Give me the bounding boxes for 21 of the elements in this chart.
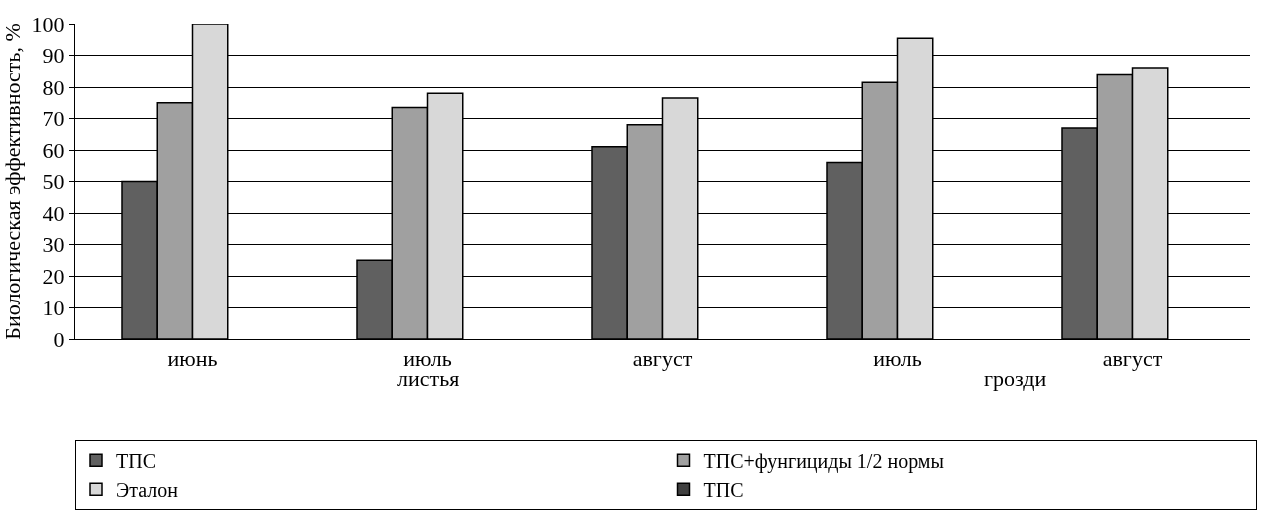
text: грозди — [984, 366, 1047, 391]
legend-label: ТПС — [703, 479, 744, 502]
y-tick-label: 90 — [42, 43, 65, 69]
y-tick-label: 20 — [42, 263, 65, 289]
y-tick-label: 0 — [53, 326, 65, 352]
y-tick-label: 10 — [42, 295, 65, 321]
y-tick-label: 80 — [42, 74, 65, 100]
x-tick-label: август — [632, 346, 693, 372]
x-tick-label: август — [1102, 346, 1163, 372]
y-tick-label: 30 — [42, 232, 65, 258]
y-tick-label: 60 — [42, 137, 65, 163]
y-tick-label: 100 — [31, 11, 65, 37]
y-tick-label: 40 — [42, 200, 65, 226]
x-tick-label: июль — [873, 346, 922, 372]
y-tick-label: 70 — [42, 106, 65, 132]
legend-label: ТПС+фунгициды 1/2 нормы — [703, 450, 944, 474]
legend-label: ТПС — [116, 450, 156, 473]
y-tick-label: 50 — [42, 169, 65, 195]
legend-label: Эталон — [116, 479, 179, 502]
y-axis-title: Биологическая эффективность, % — [0, 23, 26, 340]
x-tick-label: июнь — [167, 346, 218, 372]
